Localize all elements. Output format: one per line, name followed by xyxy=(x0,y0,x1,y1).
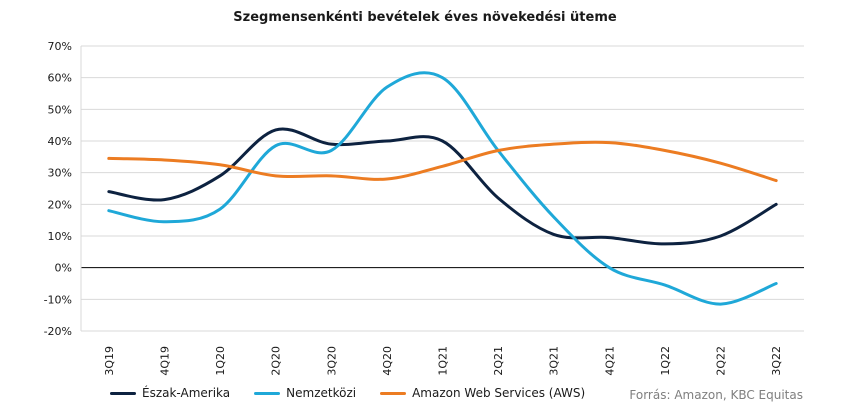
x-tick-label-3: 2Q20 xyxy=(270,346,283,376)
legend-label-series-0: Észak-Amerika xyxy=(142,386,231,400)
legend-label-series-2: Amazon Web Services (AWS) xyxy=(412,386,586,400)
series-line-1 xyxy=(107,71,778,306)
series-line-0 xyxy=(107,127,778,246)
x-tick-label-6: 1Q21 xyxy=(437,346,450,376)
x-tick-label-2: 1Q20 xyxy=(214,346,227,376)
x-tick-label-9: 4Q21 xyxy=(603,346,616,376)
source-note: Forrás: Amazon, KBC Equitas xyxy=(629,388,803,402)
y-tick-label-4: 20% xyxy=(48,198,72,211)
x-tick-label-11: 2Q22 xyxy=(715,346,728,376)
legend-label-series-1: Nemzetközi xyxy=(286,386,357,400)
chart-title: Szegmensenkénti bevételek éves növekedés… xyxy=(233,10,617,25)
legend-swatch-series-0 xyxy=(110,391,136,395)
legend-item-series-1: Nemzetközi xyxy=(254,386,356,400)
x-tick-label-5: 4Q20 xyxy=(381,346,394,376)
x-tick-label-7: 2Q21 xyxy=(492,346,505,376)
legend-swatch-series-1 xyxy=(254,391,281,395)
legend-swatch-series-2 xyxy=(380,391,407,395)
x-tick-label-10: 1Q22 xyxy=(659,346,672,376)
y-tick-label-7: 50% xyxy=(48,103,72,116)
legend-item-series-0: Észak-Amerika xyxy=(110,386,230,400)
x-tick-label-12: 3Q22 xyxy=(770,346,783,376)
y-tick-label-9: 70% xyxy=(48,40,72,53)
y-tick-label-3: 10% xyxy=(48,230,72,243)
y-tick-label-8: 60% xyxy=(48,72,72,85)
y-tick-label-0: -20% xyxy=(44,325,72,338)
y-tick-label-2: 0% xyxy=(55,262,72,275)
legend: Észak-Amerika Nemzetközi Amazon Web Serv… xyxy=(110,386,585,400)
x-tick-label-8: 3Q21 xyxy=(548,346,561,376)
x-tick-label-0: 3Q19 xyxy=(103,346,116,376)
y-tick-label-1: -10% xyxy=(44,293,72,306)
y-tick-label-6: 40% xyxy=(48,135,72,148)
x-tick-label-4: 3Q20 xyxy=(325,346,338,376)
x-tick-label-1: 4Q19 xyxy=(158,346,171,376)
series-line-2 xyxy=(107,140,778,183)
y-tick-label-5: 30% xyxy=(48,167,72,180)
legend-item-series-2: Amazon Web Services (AWS) xyxy=(380,386,585,400)
